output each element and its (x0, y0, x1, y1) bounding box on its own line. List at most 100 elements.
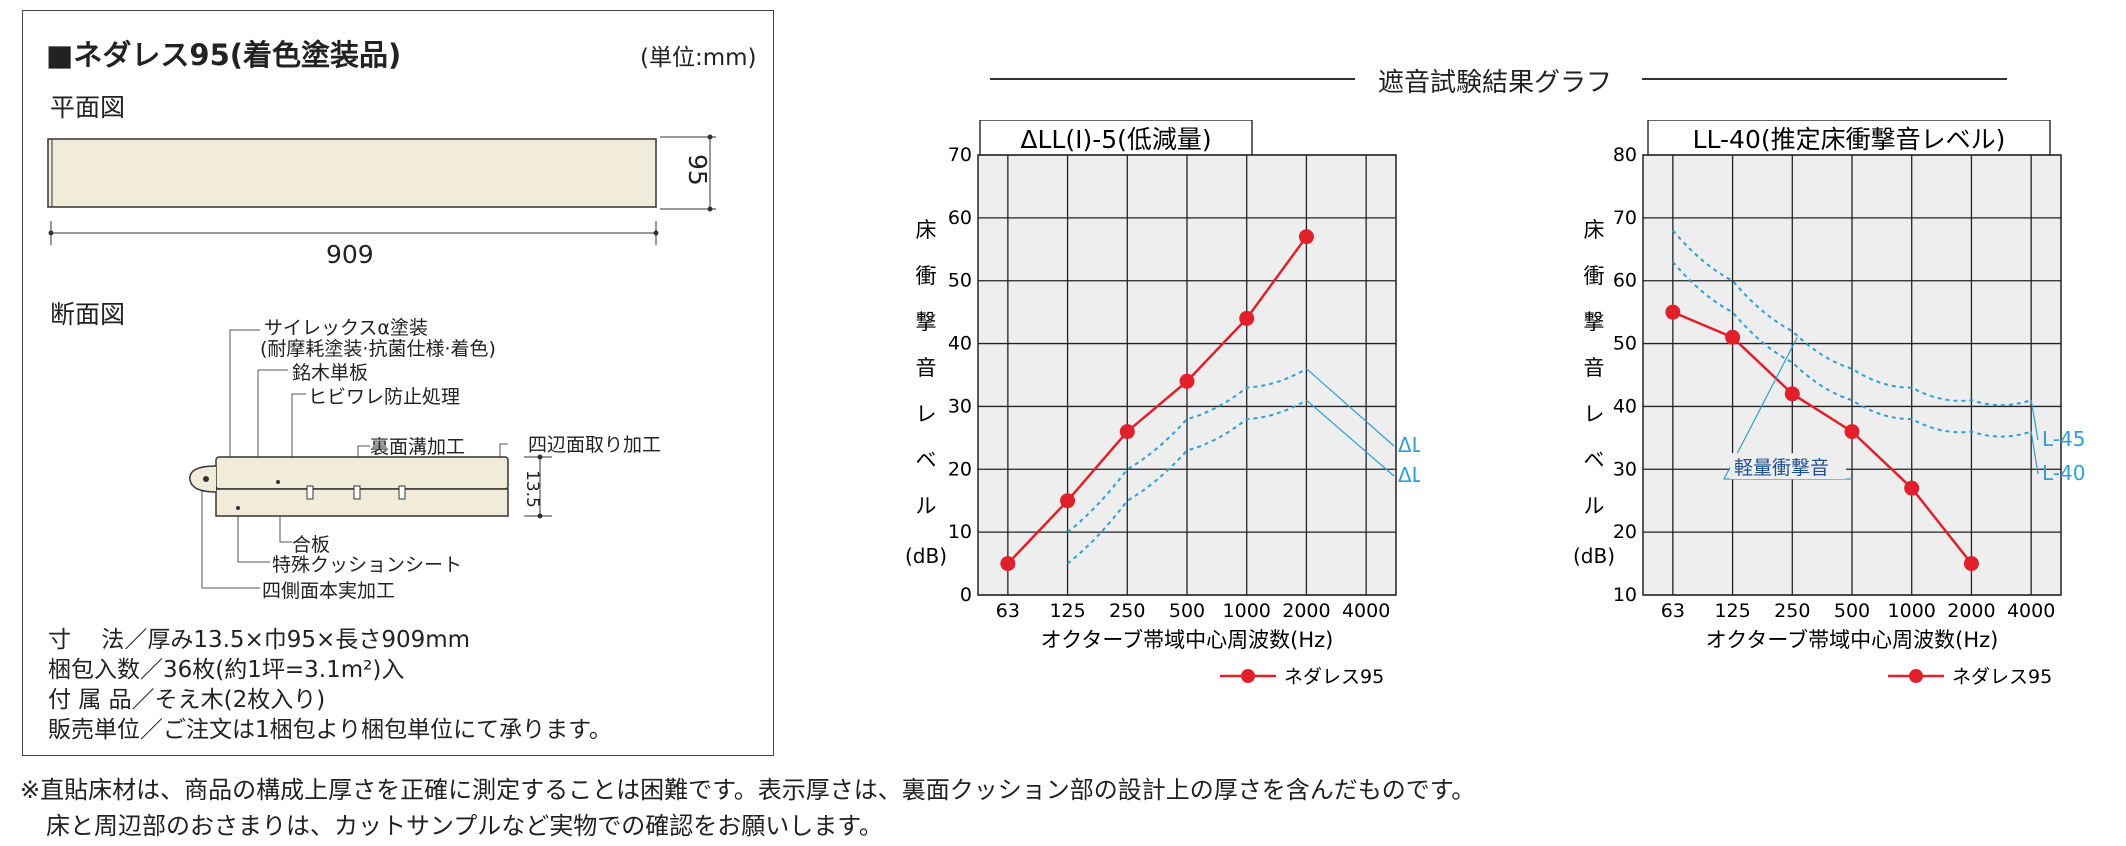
y-tick-label: 0 (960, 584, 972, 606)
product-spec-panel (22, 10, 774, 756)
y-tick-label: 40 (1613, 395, 1637, 417)
y-tick-label: 60 (948, 207, 972, 229)
board-plan-shape (47, 138, 657, 208)
y-tick-label: 30 (948, 395, 972, 417)
label-back-groove: 裏面溝加工 (370, 436, 466, 458)
reference-curve-label: L-45 (2042, 427, 2085, 451)
section-view-heading: 断面図 (50, 300, 126, 329)
x-tick-label: 2000 (1282, 600, 1330, 622)
footnote-thickness: ※直貼床材は、商品の構成上厚さを正確に測定することは困難です。表示厚さは、裏面ク… (20, 776, 1476, 804)
reference-leader-0 (2030, 400, 2039, 441)
series-point (1239, 310, 1255, 326)
series-point (1060, 493, 1076, 509)
y-tick-label: 10 (1613, 584, 1637, 606)
y-tick-label: 40 (948, 333, 972, 355)
plan-view-drawing (47, 134, 716, 245)
y-tick-label: 80 (1613, 144, 1637, 166)
y-tick-label: 50 (1613, 333, 1637, 355)
plan-view-heading: 平面図 (50, 93, 126, 122)
spec-key: 梱包入数 (48, 657, 140, 683)
y-tick-label: 20 (1613, 521, 1637, 543)
plot-frame (977, 154, 1397, 596)
chart-title: ΔLL(I)-5(低減量) (1020, 125, 1211, 154)
series-point (1725, 329, 1741, 345)
x-tick-label: 500 (1834, 600, 1870, 622)
spec-row: 寸 法／厚み13.5×巾95×長さ909mm (48, 620, 470, 654)
section-thickness-dimension: 13.5 (522, 470, 542, 508)
annotation-bg (1730, 453, 1846, 479)
x-tick-label: 125 (1049, 600, 1085, 622)
label-cushion-sheet: 特殊クッションシート (272, 554, 463, 576)
x-axis-label: オクターブ帯域中心周波数(Hz) (1041, 628, 1334, 652)
series-point (1784, 386, 1800, 402)
series-line (1006, 235, 1308, 565)
x-axis-label: オクターブ帯域中心周波数(Hz) (1706, 628, 1999, 652)
x-tick-label: 250 (1774, 600, 1810, 622)
spec-value: ／そえ木(2枚入り) (131, 687, 326, 713)
legend-label: ネダレス95 (1952, 666, 2052, 688)
reference-curve-label: ΔLL(I)-4 (1398, 463, 1420, 487)
label-coating-detail: (耐摩耗塗装·抗菌仕様·着色) (260, 338, 496, 360)
delta-ll-chart: ΔLL(I)-5(低減量) 0 10 20 30 40 50 60 70 63 125 250 500 1… (905, 120, 1420, 688)
plan-length-dimension: 909 (326, 240, 374, 269)
label-veneer: 銘木単板 (292, 362, 369, 384)
x-tick-label: 63 (996, 600, 1020, 622)
series-point (1844, 424, 1860, 440)
y-tick-label: 20 (948, 458, 972, 480)
reference-leader-1 (1306, 399, 1395, 477)
x-tick-label: 2000 (1947, 600, 1995, 622)
y-tick-label: 30 (1613, 458, 1637, 480)
spec-value: ／ご注文は1梱包より梱包単位にて承ります。 (140, 717, 612, 743)
footnote-fitting: 床と周辺部のおさまりは、カットサンプルなど実物での確認をお願いします。 (46, 812, 883, 840)
x-tick-label: 1000 (1223, 600, 1271, 622)
spec-row: 付 属 品／そえ木(2枚入り) (48, 680, 325, 714)
reference-curve-0 (1672, 229, 2032, 407)
series-point (1963, 556, 1979, 572)
reference-curve-label: ΔLL(I)-5 (1398, 433, 1420, 457)
x-tick-label: 250 (1109, 600, 1145, 622)
legend-label: ネダレス95 (1284, 666, 1384, 688)
legend-marker (1241, 669, 1255, 683)
y-tick-label: 10 (948, 521, 972, 543)
section-view-drawing (189, 329, 552, 589)
unit-label: (単位:mm) (640, 45, 757, 71)
label-crack-prevention: ヒビワレ防止処理 (308, 386, 461, 408)
chart-title: LL-40(推定床衝撃音レベル) (1693, 125, 2006, 154)
series-point (1000, 556, 1016, 572)
reference-leader-0 (1306, 368, 1395, 447)
label-chamfer: 四辺面取り加工 (528, 434, 662, 456)
reference-leader-1 (2030, 431, 2039, 475)
series-point (1665, 304, 1681, 320)
x-tick-label: 125 (1714, 600, 1750, 622)
series-point (1904, 480, 1920, 496)
graph-header: 遮音試験結果グラフ (1378, 68, 1613, 98)
label-plywood: 合板 (292, 534, 331, 556)
ll40-chart: LL-40(推定床衝撃音レベル) 10 20 30 40 50 60 70 80 63 125 250… (1573, 120, 2085, 688)
x-tick-label: 500 (1169, 600, 1205, 622)
chart-title-box (979, 120, 1253, 157)
y-axis-label: 床衝撃音レベル(dB) (905, 218, 947, 568)
series-point (1119, 424, 1135, 440)
reference-curve-label: L-40 (2042, 461, 2085, 485)
series-line (1672, 310, 1973, 565)
spec-value: ／36枚(約1坪=3.1m²)入 (140, 657, 405, 683)
x-tick-label: 4000 (2007, 600, 2055, 622)
graph-header-rule-left (990, 78, 1355, 80)
x-tick-label: 1000 (1888, 600, 1936, 622)
legend-marker (1909, 669, 1923, 683)
graph-header-rule-right (1642, 78, 2007, 80)
label-coating: サイレックスα塗装 (264, 317, 428, 339)
product-title: ■ネダレス95(着色塗装品) (46, 38, 402, 72)
x-tick-label: 4000 (1342, 600, 1390, 622)
annotation-label: 軽量衝撃音 (1734, 457, 1829, 479)
plot-frame (1642, 154, 2062, 596)
spec-row: 販売単位／ご注文は1梱包より梱包単位にて承ります。 (48, 710, 612, 744)
spec-key: 付 属 品 (48, 687, 132, 713)
y-axis-label: 床衝撃音レベル(dB) (1573, 218, 1615, 568)
reference-curve-1 (1672, 261, 2032, 438)
y-tick-label: 60 (1613, 270, 1637, 292)
spec-key: 販売単位 (48, 717, 140, 743)
spec-row: 梱包入数／36枚(約1坪=3.1m²)入 (48, 650, 404, 684)
y-tick-label: 70 (948, 144, 972, 166)
label-tongue-groove: 四側面本実加工 (262, 580, 396, 602)
